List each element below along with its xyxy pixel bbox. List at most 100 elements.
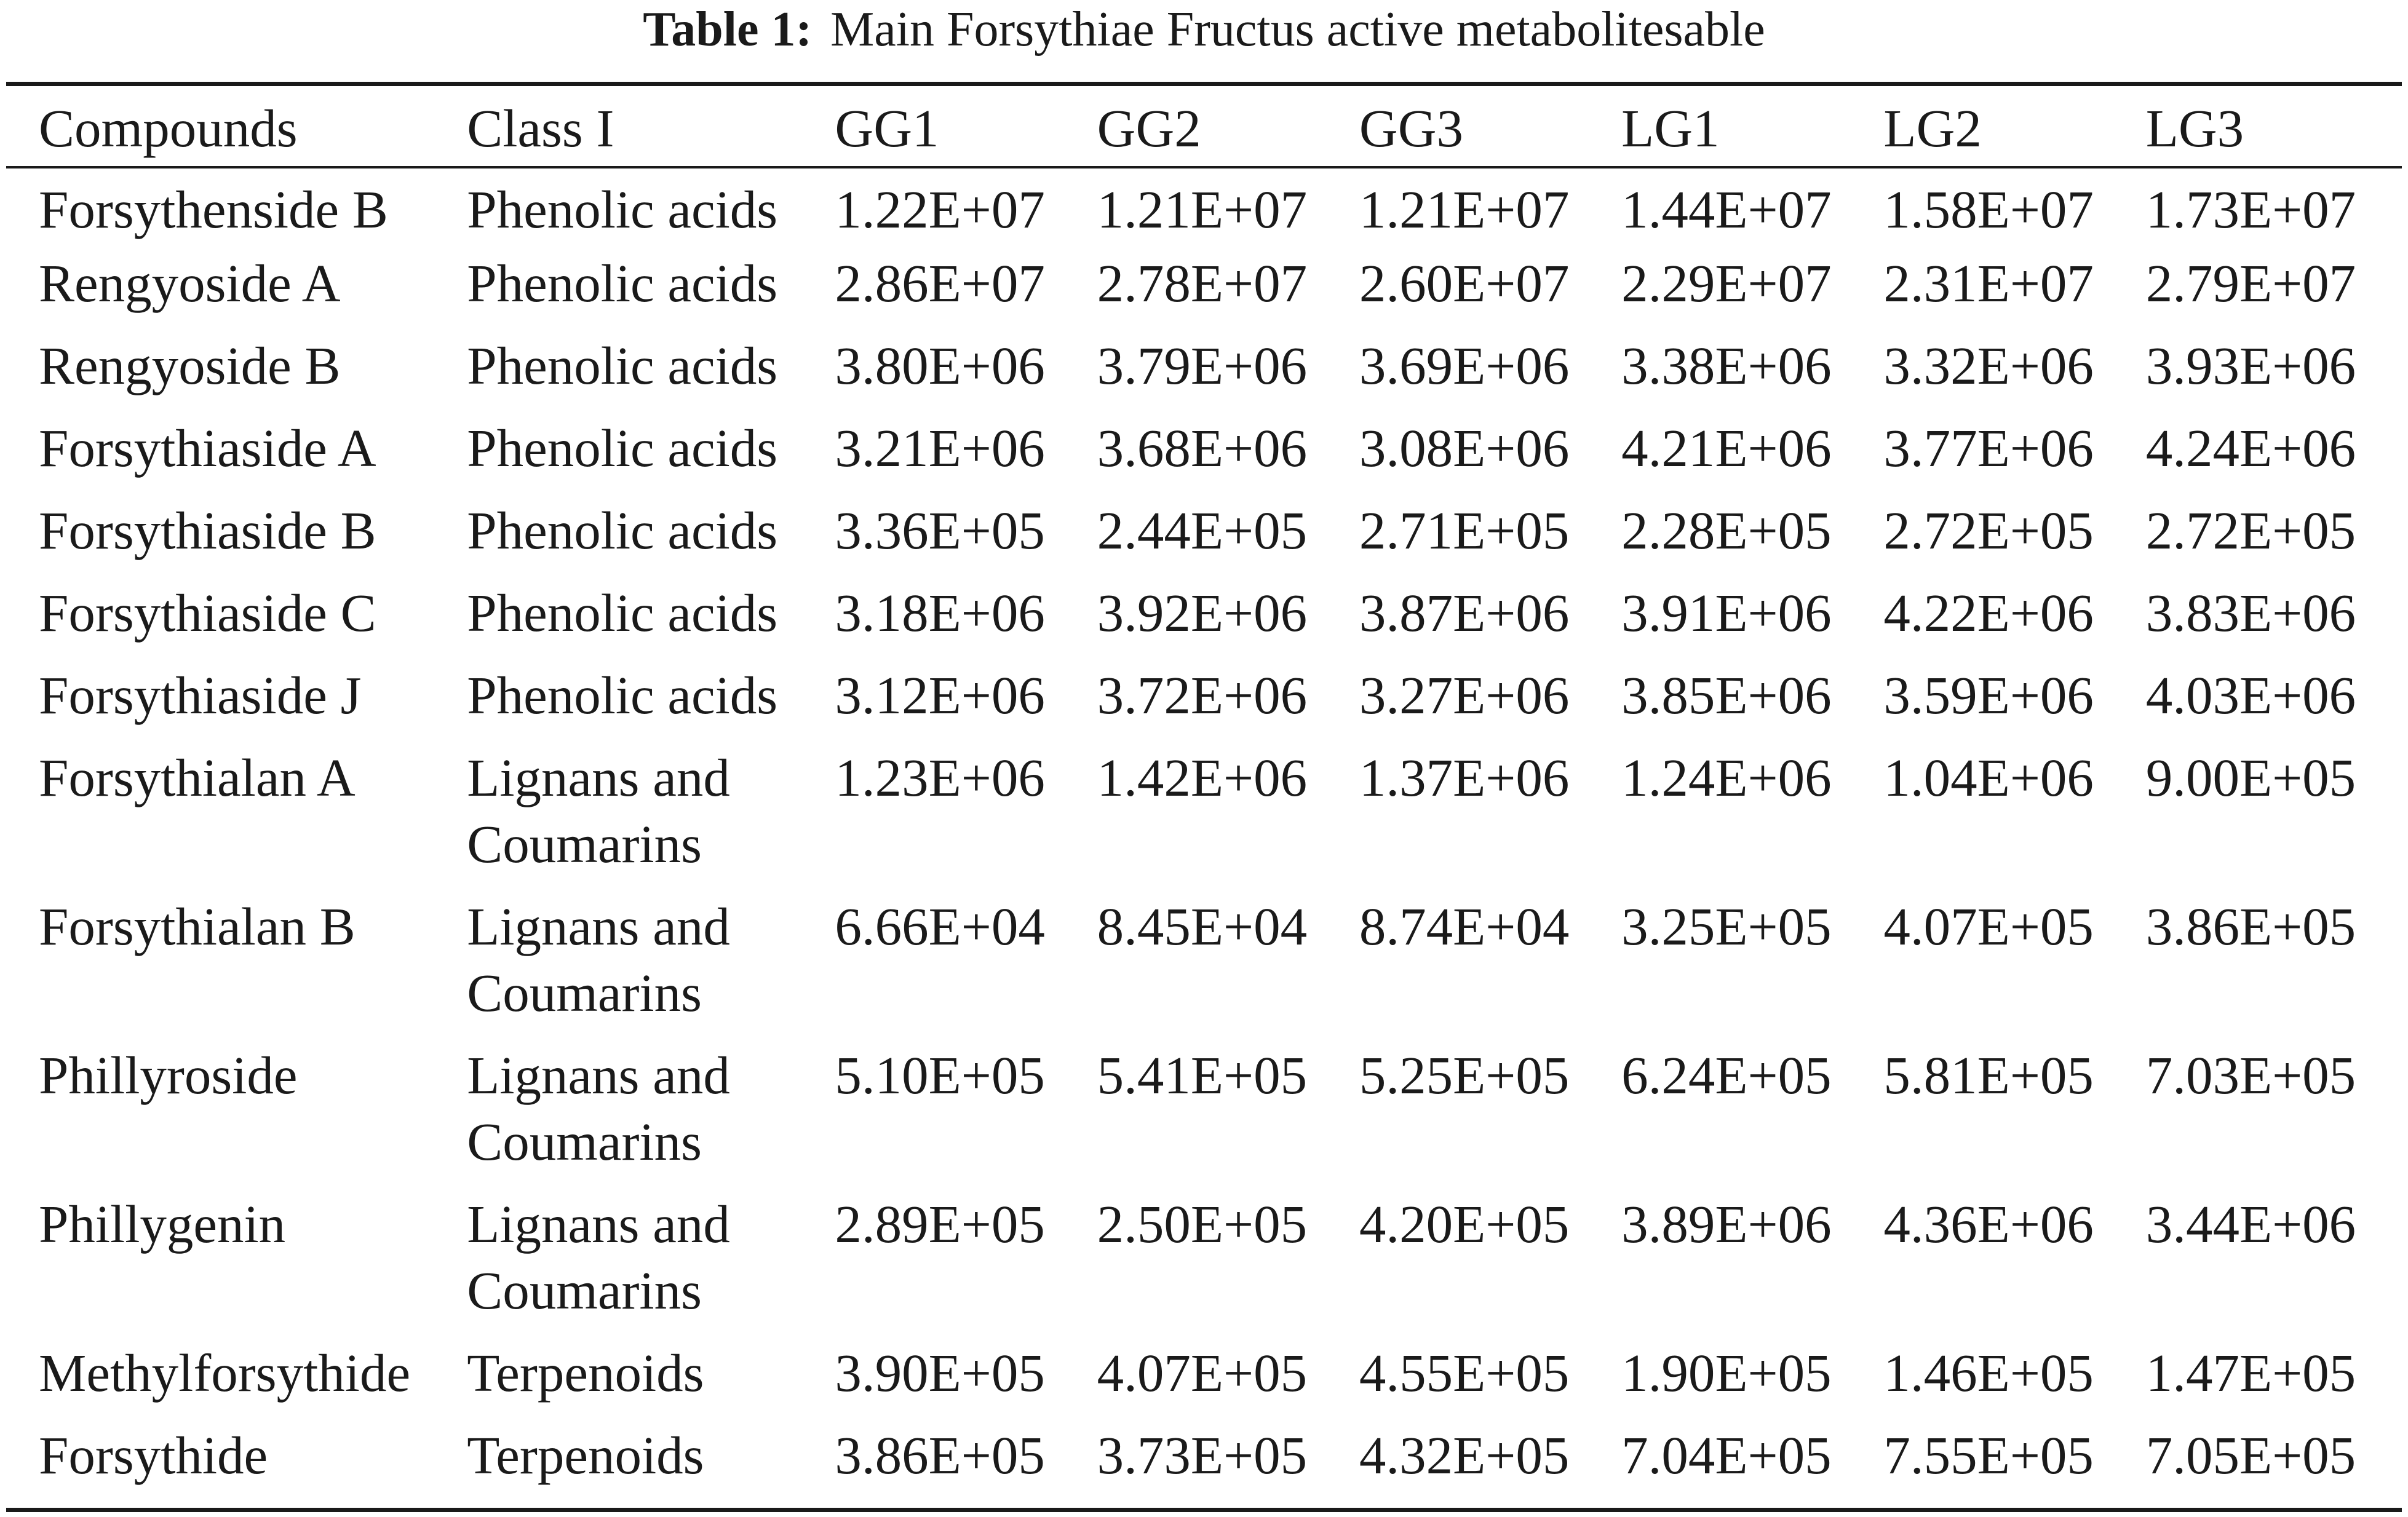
value-cell: 2.78E+07 bbox=[1097, 253, 1308, 313]
compound-cell: Forsythiaside A bbox=[39, 418, 376, 478]
value-cell: 3.08E+06 bbox=[1359, 418, 1570, 478]
value-cell: 1.21E+07 bbox=[1359, 180, 1570, 239]
top-rule bbox=[6, 82, 2402, 86]
class-cell: Terpenoids bbox=[467, 1425, 704, 1485]
column-header: LG1 bbox=[1621, 98, 1720, 158]
value-cell: 1.44E+07 bbox=[1621, 180, 1832, 239]
table-row: Forsythiaside B Phenolic acids 3.36E+05 2.4… bbox=[0, 497, 2408, 580]
value-cell: 5.81E+05 bbox=[1883, 1045, 2094, 1105]
column-header: GG2 bbox=[1097, 98, 1201, 158]
table-row: Rengyoside A Phenolic acids 2.86E+07 2.78E+… bbox=[0, 250, 2408, 333]
value-cell: 4.36E+06 bbox=[1883, 1194, 2094, 1254]
value-cell: 3.85E+06 bbox=[1621, 665, 1832, 725]
value-cell: 1.58E+07 bbox=[1883, 180, 2094, 239]
table-row: Forsythide Terpenoids 3.86E+05 3.73E+05 4.32… bbox=[0, 1422, 2408, 1496]
value-cell: 2.72E+05 bbox=[2145, 501, 2356, 560]
value-cell: 1.46E+05 bbox=[1883, 1343, 2094, 1403]
table-row: Methylforsythide Terpenoids 3.90E+05 4.07E+… bbox=[0, 1340, 2408, 1422]
value-cell: 4.21E+06 bbox=[1621, 418, 1832, 478]
bottom-rule bbox=[6, 1508, 2402, 1512]
value-cell: 5.41E+05 bbox=[1097, 1045, 1308, 1105]
compound-cell: Forsythialan A bbox=[39, 748, 356, 807]
value-cell: 3.36E+05 bbox=[835, 501, 1045, 560]
value-cell: 4.03E+06 bbox=[2145, 665, 2356, 725]
value-cell: 3.91E+06 bbox=[1621, 583, 1832, 643]
value-cell: 4.55E+05 bbox=[1359, 1343, 1570, 1403]
compound-cell: Forsythiaside B bbox=[39, 501, 376, 560]
value-cell: 2.44E+05 bbox=[1097, 501, 1308, 560]
value-cell: 3.68E+06 bbox=[1097, 418, 1308, 478]
value-cell: 3.25E+05 bbox=[1621, 897, 1832, 956]
value-cell: 7.05E+05 bbox=[2145, 1425, 2356, 1485]
table-row: Forsythiaside J Phenolic acids 3.12E+06 3.7… bbox=[0, 662, 2408, 745]
class-cell: Phenolic acids bbox=[467, 418, 778, 478]
table-row: Forsythialan B Lignans and Coumarins 6.66E… bbox=[0, 893, 2408, 1042]
value-cell: 1.42E+06 bbox=[1097, 748, 1308, 807]
value-cell: 1.23E+06 bbox=[835, 748, 1045, 807]
value-cell: 4.07E+05 bbox=[1097, 1343, 1308, 1403]
value-cell: 1.90E+05 bbox=[1621, 1343, 1832, 1403]
value-cell: 1.73E+07 bbox=[2145, 180, 2356, 239]
table-row: Forsythenside B Phenolic acids 1.22E+07 1.2… bbox=[0, 168, 2408, 250]
value-cell: 4.22E+06 bbox=[1883, 583, 2094, 643]
value-cell: 3.73E+05 bbox=[1097, 1425, 1308, 1485]
value-cell: 3.69E+06 bbox=[1359, 336, 1570, 395]
header-rule bbox=[6, 166, 2402, 168]
value-cell: 2.72E+05 bbox=[1883, 501, 2094, 560]
value-cell: 3.79E+06 bbox=[1097, 336, 1308, 395]
value-cell: 6.24E+05 bbox=[1621, 1045, 1832, 1105]
table-row: Phillygenin Lignans and Coumarins 2.89E+05… bbox=[0, 1191, 2408, 1340]
class-cell: Phenolic acids bbox=[467, 180, 778, 239]
table-caption: Table 1: Main Forsythiae Fructus active m… bbox=[0, 0, 2408, 61]
value-cell: 4.20E+05 bbox=[1359, 1194, 1570, 1254]
class-cell: Terpenoids bbox=[467, 1343, 704, 1403]
table-row: Rengyoside B Phenolic acids 3.80E+06 3.79E+… bbox=[0, 333, 2408, 415]
value-cell: 3.93E+06 bbox=[2145, 336, 2356, 395]
value-cell: 4.24E+06 bbox=[2145, 418, 2356, 478]
value-cell: 8.74E+04 bbox=[1359, 897, 1570, 956]
value-cell: 1.04E+06 bbox=[1883, 748, 2094, 807]
value-cell: 3.38E+06 bbox=[1621, 336, 1832, 395]
value-cell: 7.55E+05 bbox=[1883, 1425, 2094, 1485]
compound-cell: Methylforsythide bbox=[39, 1343, 411, 1403]
table-body: Forsythenside B Phenolic acids 1.22E+07 1.2… bbox=[0, 168, 2408, 1496]
caption-label: Table 1: bbox=[643, 2, 813, 57]
value-cell: 2.60E+07 bbox=[1359, 253, 1570, 313]
value-cell: 2.86E+07 bbox=[835, 253, 1045, 313]
class-cell: Lignans and Coumarins bbox=[467, 1045, 730, 1171]
value-cell: 3.77E+06 bbox=[1883, 418, 2094, 478]
value-cell: 1.24E+06 bbox=[1621, 748, 1832, 807]
class-cell: Phenolic acids bbox=[467, 253, 778, 313]
value-cell: 3.80E+06 bbox=[835, 336, 1045, 395]
table-header: Compounds Class I GG1 GG2 GG3 LG1 LG2 LG3 bbox=[0, 89, 2408, 168]
value-cell: 3.86E+05 bbox=[835, 1425, 1045, 1485]
class-cell: Phenolic acids bbox=[467, 501, 778, 560]
class-cell: Lignans and Coumarins bbox=[467, 1194, 730, 1320]
class-cell: Phenolic acids bbox=[467, 583, 778, 643]
compound-cell: Forsythiaside C bbox=[39, 583, 376, 643]
class-cell: Lignans and Coumarins bbox=[467, 748, 730, 874]
value-cell: 3.92E+06 bbox=[1097, 583, 1308, 643]
column-header: GG1 bbox=[835, 98, 939, 158]
value-cell: 2.79E+07 bbox=[2145, 253, 2356, 313]
value-cell: 4.07E+05 bbox=[1883, 897, 2094, 956]
value-cell: 3.12E+06 bbox=[835, 665, 1045, 725]
value-cell: 3.27E+06 bbox=[1359, 665, 1570, 725]
value-cell: 3.86E+05 bbox=[2145, 897, 2356, 956]
value-cell: 9.00E+05 bbox=[2145, 748, 2356, 807]
value-cell: 2.31E+07 bbox=[1883, 253, 2094, 313]
class-cell: Phenolic acids bbox=[467, 336, 778, 395]
table-row: Forsythialan A Lignans and Coumarins 1.23E… bbox=[0, 745, 2408, 893]
value-cell: 5.10E+05 bbox=[835, 1045, 1045, 1105]
value-cell: 3.72E+06 bbox=[1097, 665, 1308, 725]
compound-cell: Forsythenside B bbox=[39, 180, 388, 239]
table-row: Forsythiaside C Phenolic acids 3.18E+06 3.9… bbox=[0, 580, 2408, 662]
value-cell: 6.66E+04 bbox=[835, 897, 1045, 956]
class-cell: Lignans and Coumarins bbox=[467, 897, 730, 1023]
data-table: Compounds Class I GG1 GG2 GG3 LG1 LG2 LG3 Forsy… bbox=[0, 89, 2408, 1496]
class-cell: Phenolic acids bbox=[467, 665, 778, 725]
header-row: Compounds Class I GG1 GG2 GG3 LG1 LG2 LG3 bbox=[0, 89, 2408, 168]
column-header: GG3 bbox=[1359, 98, 1464, 158]
column-header: LG2 bbox=[1883, 98, 1982, 158]
table-row: Phillyroside Lignans and Coumarins 5.10E+0… bbox=[0, 1042, 2408, 1191]
